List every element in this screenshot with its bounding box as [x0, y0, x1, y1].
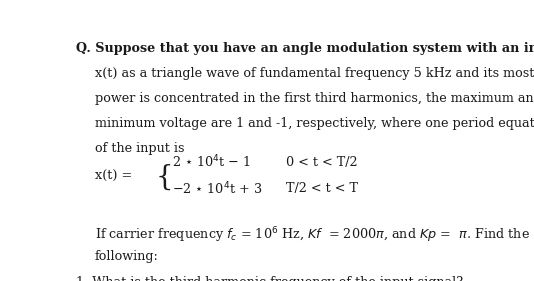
Text: following:: following: [95, 250, 159, 263]
Text: x(t) as a triangle wave of fundamental frequency 5 kHz and its most: x(t) as a triangle wave of fundamental f… [95, 67, 534, 80]
Text: 0 < t < T/2: 0 < t < T/2 [286, 156, 358, 169]
Text: minimum voltage are 1 and -1, respectively, where one period equation: minimum voltage are 1 and -1, respective… [95, 117, 534, 130]
Text: power is concentrated in the first third harmonics, the maximum and: power is concentrated in the first third… [95, 92, 534, 105]
Text: Q. Suppose that you have an angle modulation system with an input signal: Q. Suppose that you have an angle modula… [76, 42, 534, 55]
Text: {: { [156, 164, 174, 191]
Text: If carrier frequency $f_c$ = 10$^6$ Hz, $Kf$  = 2000$\pi$, and $Kp$ =  $\pi$. Fi: If carrier frequency $f_c$ = 10$^6$ Hz, … [95, 225, 530, 245]
Text: 1- What is the third harmonic frequency of the input signal?: 1- What is the third harmonic frequency … [76, 276, 463, 281]
Text: T/2 < t < T: T/2 < t < T [286, 182, 358, 195]
Text: 2 $\star$ 10$^4$t $-$ 1: 2 $\star$ 10$^4$t $-$ 1 [172, 154, 251, 171]
Text: $-$2 $\star$ 10$^4$t + 3: $-$2 $\star$ 10$^4$t + 3 [172, 181, 263, 197]
Text: of the input is: of the input is [95, 142, 184, 155]
Text: x(t) =: x(t) = [95, 170, 136, 183]
